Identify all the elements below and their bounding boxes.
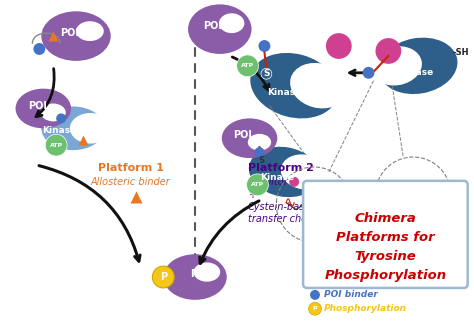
Circle shape [255, 147, 264, 157]
Text: Chimera
Platforms for
Tyrosine
Phosphorylation: Chimera Platforms for Tyrosine Phosphory… [324, 212, 447, 282]
Text: Platform 2: Platform 2 [247, 163, 313, 173]
Circle shape [237, 55, 258, 77]
Ellipse shape [222, 118, 277, 158]
Text: P: P [160, 272, 167, 282]
Text: Allosteric binder: Allosteric binder [91, 177, 171, 187]
Text: POI: POI [233, 130, 252, 140]
Text: O: O [307, 215, 313, 221]
Text: POI: POI [191, 269, 210, 279]
Text: -SH: -SH [453, 49, 469, 57]
Ellipse shape [76, 21, 104, 41]
Circle shape [310, 290, 320, 300]
Ellipse shape [281, 154, 327, 190]
Ellipse shape [41, 107, 105, 150]
Text: O: O [409, 206, 414, 212]
Text: Kinase: Kinase [260, 174, 294, 182]
Text: Kinase: Kinase [399, 68, 433, 77]
Ellipse shape [163, 254, 227, 300]
Text: Kinase: Kinase [42, 126, 76, 135]
Circle shape [56, 113, 66, 123]
Text: Phosphorylation: Phosphorylation [324, 304, 407, 313]
FancyBboxPatch shape [303, 181, 468, 288]
Ellipse shape [193, 262, 220, 282]
Circle shape [152, 266, 174, 288]
Text: transfer chemistry: transfer chemistry [247, 214, 337, 224]
Ellipse shape [249, 147, 319, 197]
Ellipse shape [41, 104, 66, 121]
Ellipse shape [290, 63, 347, 108]
Ellipse shape [70, 113, 111, 144]
Text: Kinase: Kinase [267, 88, 301, 97]
Ellipse shape [250, 53, 338, 118]
Circle shape [246, 174, 268, 196]
Circle shape [375, 38, 401, 64]
Circle shape [363, 67, 374, 79]
Text: Inhibitor: Inhibitor [247, 177, 288, 187]
Text: +: + [247, 190, 255, 200]
Text: S: S [263, 69, 270, 78]
Text: Platform 1: Platform 1 [98, 163, 164, 173]
Circle shape [33, 43, 46, 55]
Text: Cystein-based: Cystein-based [247, 202, 317, 212]
Text: POI: POI [60, 28, 79, 38]
Text: POI: POI [28, 101, 47, 112]
Ellipse shape [41, 11, 111, 61]
Circle shape [289, 177, 299, 187]
Text: ATP: ATP [50, 143, 63, 148]
Circle shape [309, 302, 321, 315]
Ellipse shape [379, 38, 457, 94]
Circle shape [258, 40, 270, 52]
Ellipse shape [188, 4, 252, 54]
Circle shape [46, 134, 67, 156]
Ellipse shape [371, 46, 422, 86]
Text: ATP: ATP [241, 63, 254, 68]
Ellipse shape [16, 89, 71, 128]
Circle shape [326, 33, 352, 59]
Text: P: P [313, 306, 317, 311]
Text: POI: POI [203, 21, 222, 31]
Text: S: S [258, 155, 264, 165]
Ellipse shape [219, 13, 245, 33]
Text: ATP: ATP [251, 182, 264, 187]
Text: POI binder: POI binder [324, 290, 378, 299]
Ellipse shape [248, 134, 271, 151]
